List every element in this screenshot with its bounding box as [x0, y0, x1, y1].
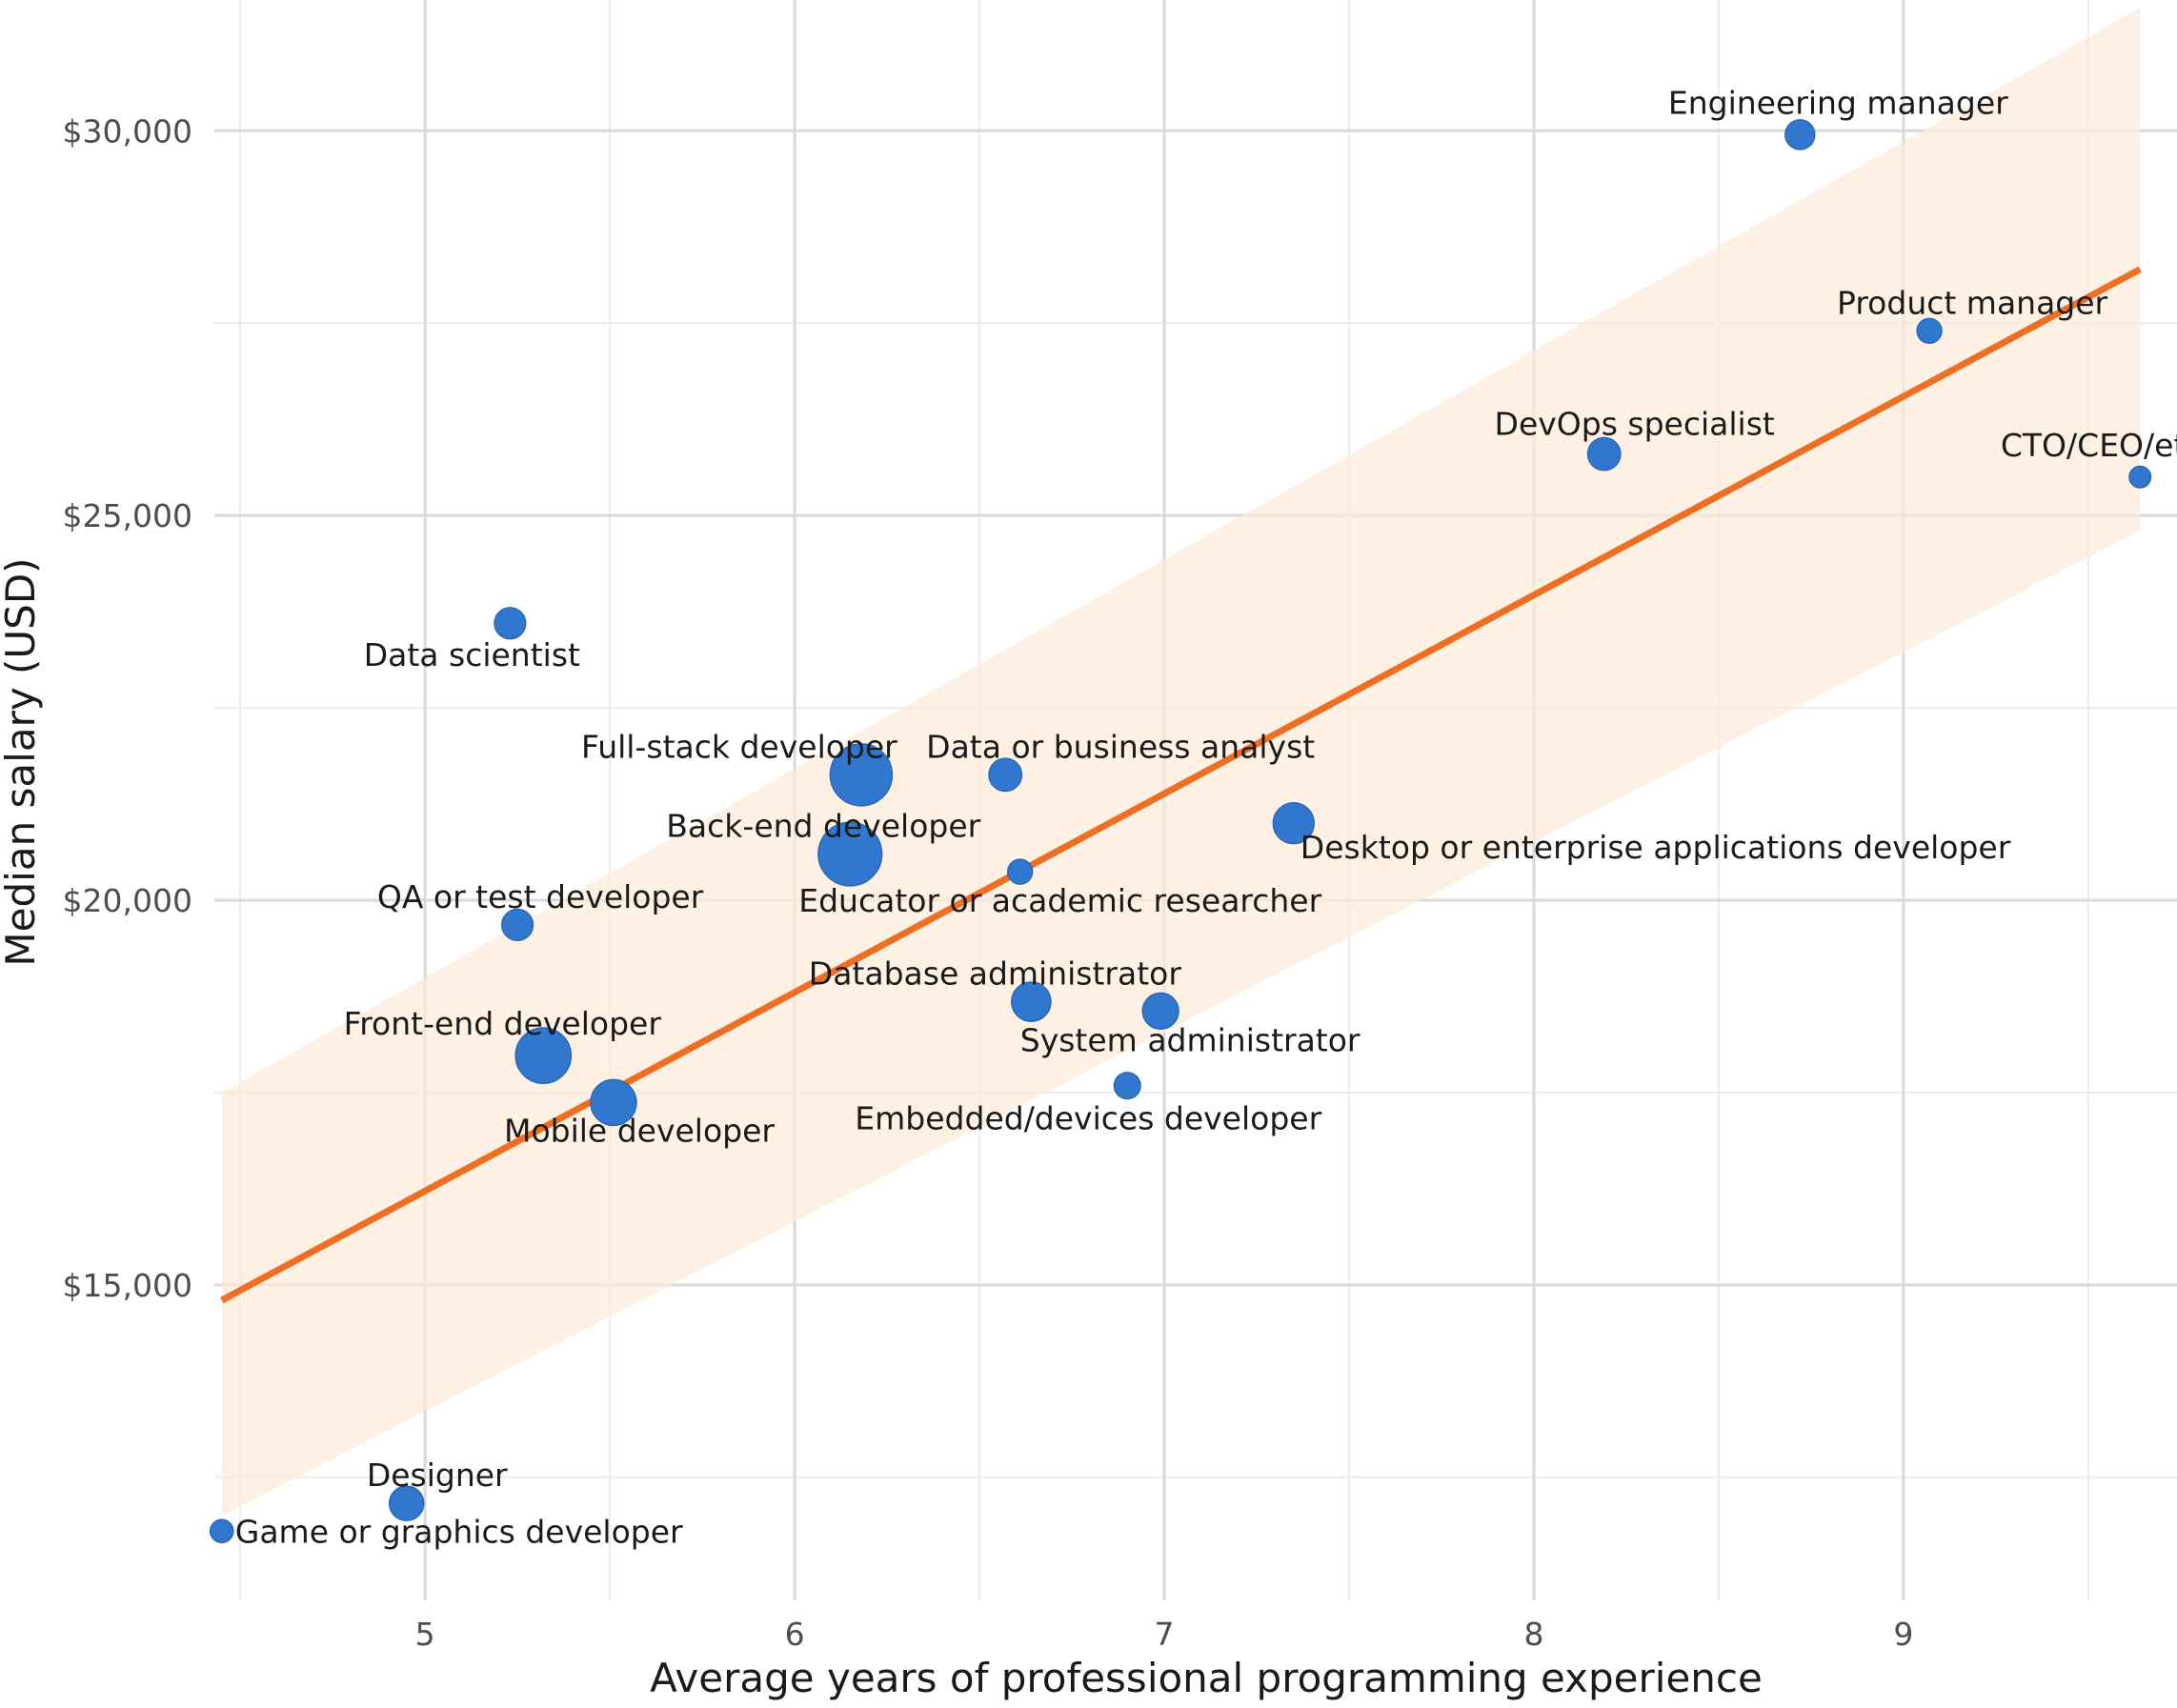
x-tick-label: 9	[1893, 1616, 1913, 1653]
data-point	[514, 1027, 573, 1085]
point-labels-layer: Engineering manager Product manager DevOps…	[235, 84, 2177, 1550]
point-label: Desktop or enterprise applications devel…	[1300, 829, 2011, 866]
data-point	[1586, 436, 1622, 472]
data-point	[209, 1518, 234, 1544]
y-tick-label: $25,000	[63, 497, 192, 534]
point-label: Mobile developer	[504, 1112, 775, 1149]
data-point	[388, 1485, 425, 1522]
point-label: CTO/CEO/etc	[2001, 427, 2177, 464]
x-tick-label: 6	[785, 1616, 805, 1653]
point-label: Back-end developer	[666, 808, 980, 845]
data-point	[829, 743, 894, 807]
x-axis-title: Average years of professional programmin…	[650, 1655, 1763, 1701]
tick-labels-layer: 5 6 7 8 9 $15,000 $20,000 $25,000 $30,000	[63, 112, 1914, 1653]
point-label: Engineering manager	[1668, 84, 2008, 121]
point-label: Data or business analyst	[926, 728, 1315, 765]
y-tick-label: $20,000	[63, 882, 192, 919]
data-point	[1011, 981, 1052, 1022]
x-tick-label: 7	[1155, 1616, 1175, 1653]
data-point	[1272, 802, 1316, 845]
data-point	[1141, 992, 1179, 1030]
data-point	[988, 757, 1023, 793]
data-point	[817, 821, 883, 887]
point-label: Full-stack developer	[581, 728, 897, 765]
point-label: Embedded/devices developer	[855, 1100, 1321, 1137]
point-label: Database administrator	[809, 955, 1182, 993]
y-tick-label: $30,000	[63, 112, 192, 150]
point-label: Front-end developer	[344, 1005, 662, 1042]
trend-line-layer	[220, 266, 2142, 1304]
x-tick-label: 5	[415, 1616, 435, 1653]
x-tick-label: 8	[1523, 1616, 1543, 1653]
point-label: Product manager	[1837, 284, 2108, 321]
data-point	[590, 1078, 637, 1127]
data-point	[1916, 317, 1943, 345]
point-label: Game or graphics developer	[235, 1513, 683, 1550]
y-tick-label: $15,000	[63, 1267, 192, 1304]
points-layer	[209, 119, 2152, 1544]
data-point	[1784, 119, 1816, 151]
point-label: Designer	[367, 1457, 508, 1494]
point-label: Educator or academic researcher	[798, 882, 1321, 919]
confidence-band	[221, 8, 2141, 1517]
data-point	[1113, 1072, 1141, 1100]
confidence-band-layer	[221, 8, 2141, 1517]
trend-line	[220, 266, 2142, 1304]
point-label: System administrator	[1020, 1021, 1361, 1058]
data-point	[501, 908, 534, 941]
point-label: Data scientist	[364, 636, 580, 673]
data-point	[494, 607, 527, 640]
point-label: DevOps specialist	[1495, 406, 1775, 443]
point-label: QA or test developer	[377, 878, 704, 915]
data-point	[1007, 858, 1034, 885]
data-point	[2128, 465, 2152, 489]
y-axis-title: Median salary (USD)	[0, 557, 44, 966]
